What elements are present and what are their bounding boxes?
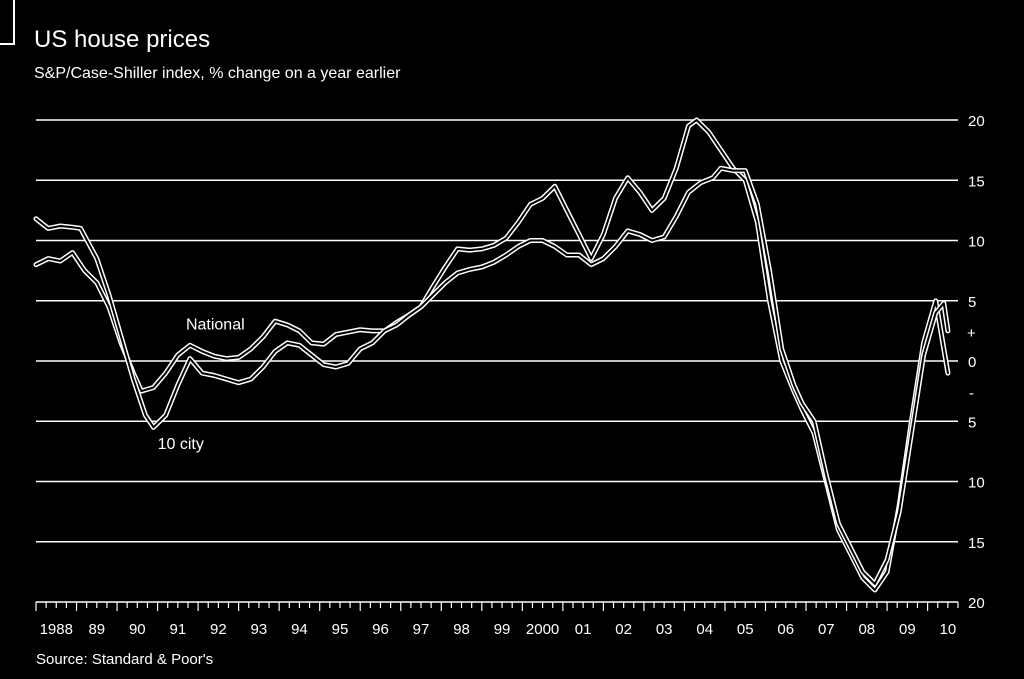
x-tick-label: 94 <box>291 621 308 638</box>
annotation-layer: National 10 city <box>158 317 245 453</box>
x-tick-label: 09 <box>899 621 916 638</box>
y-tick-label: 0 <box>968 354 976 371</box>
y-tick-label: 10 <box>968 475 985 492</box>
y-tick-label: 5 <box>968 414 976 431</box>
x-tick-label: 96 <box>372 621 389 638</box>
x-axis: 1988 89 90 91 92 93 94 95 96 97 98 99 2000 01 02 03 04 05… <box>35 601 959 638</box>
chart-subtitle: S&P/Case-Shiller index, % change on a ye… <box>34 65 401 82</box>
gridlines <box>36 119 958 543</box>
x-tick-label: 06 <box>777 621 794 638</box>
x-tick-label: 91 <box>170 621 187 638</box>
x-tick-label: 2000 <box>526 621 559 638</box>
x-tick-label: 97 <box>413 621 430 638</box>
x-tick-label: 05 <box>737 621 754 638</box>
y-tick-label: 20 <box>968 595 985 612</box>
series-layer <box>33 117 951 593</box>
y-tick-label: 20 <box>968 113 985 130</box>
y-tick-label: 10 <box>968 234 985 251</box>
series-line-inner <box>35 167 949 585</box>
chart-title: US house prices <box>34 26 210 53</box>
x-tick-label: 04 <box>696 621 713 638</box>
x-tick-label: 92 <box>210 621 227 638</box>
y-tick-label: 15 <box>968 173 985 190</box>
x-tick-label: 98 <box>453 621 470 638</box>
x-tick-label: 08 <box>858 621 875 638</box>
x-tick-label: 1988 <box>40 621 73 638</box>
x-tick-label: 03 <box>656 621 673 638</box>
x-tick-label: 01 <box>575 621 592 638</box>
x-tick-label: 02 <box>615 621 632 638</box>
source-note: Source: Standard & Poor's <box>36 651 213 668</box>
x-tick-label: 89 <box>88 621 105 638</box>
plus-marker: + <box>967 325 976 342</box>
x-tick-label: 90 <box>129 621 146 638</box>
y-tick-label: 5 <box>968 294 976 311</box>
x-tick-label: 99 <box>494 621 511 638</box>
x-tick-label: 93 <box>251 621 268 638</box>
corner-mark <box>0 0 15 45</box>
x-tick-label: 10 <box>940 621 957 638</box>
y-tick-label: 15 <box>968 535 985 552</box>
y-tick-labels: 20 15 10 5 0 5 10 15 20 <box>968 113 985 612</box>
series-annotation: 10 city <box>158 436 204 453</box>
x-tick-label: 07 <box>818 621 835 638</box>
series-10-city <box>33 165 951 587</box>
minus-marker: - <box>969 385 974 402</box>
x-tick-label: 95 <box>332 621 349 638</box>
series-annotation: National <box>186 317 245 334</box>
